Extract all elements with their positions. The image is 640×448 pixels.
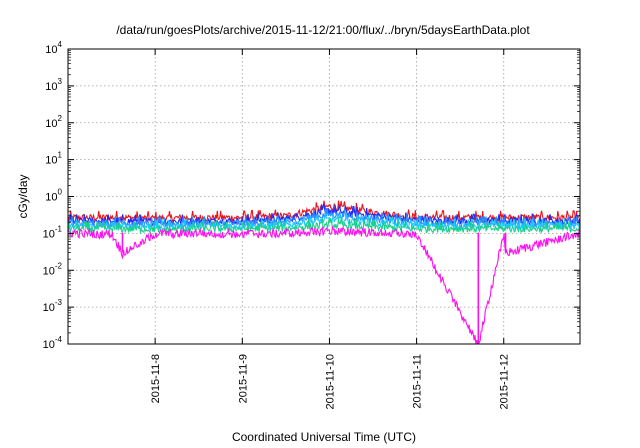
y-tick-label: 10-4 [43, 335, 63, 351]
x-tick-label: 2015-11-12 [499, 354, 511, 409]
y-tick-label: 103 [45, 77, 62, 93]
chart-title: /data/run/goesPlots/archive/2015-11-12/2… [116, 23, 530, 37]
x-axis-label: Coordinated Universal Time (UTC) [232, 430, 416, 444]
y-tick-label: 10-1 [43, 224, 63, 240]
x-tick-label: 2015-11-10 [324, 354, 336, 409]
y-tick-label: 104 [45, 40, 62, 56]
grid [68, 49, 580, 344]
x-tick-label: 2015-11-11 [412, 354, 424, 409]
y-tick-label: 10-3 [43, 298, 63, 314]
x-tick-labels: 2015-11-8 2015-11-9 2015-11-10 2015-11-11 20… [150, 354, 511, 409]
x-tick-label: 2015-11-9 [237, 354, 249, 403]
series-line [67, 218, 581, 235]
y-tick-label: 101 [45, 151, 62, 167]
ticks [68, 48, 580, 345]
y-tick-label: 100 [45, 188, 62, 204]
y-tick-label: 10-2 [43, 261, 63, 277]
y-tick-labels: 104 103 102 101 100 10-1 10-2 10-3 10-4 [43, 40, 63, 351]
series-line [67, 213, 581, 232]
series-layer [67, 200, 581, 345]
y-axis-label: cGy/day [16, 174, 30, 218]
y-tick-label: 102 [45, 114, 62, 130]
series-line [67, 200, 581, 224]
x-tick-label: 2015-11-8 [150, 354, 162, 403]
series-line [67, 225, 581, 345]
